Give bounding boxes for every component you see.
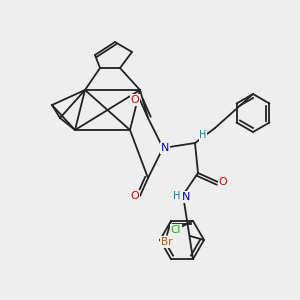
Text: O: O bbox=[130, 191, 140, 201]
Text: N: N bbox=[182, 192, 190, 202]
Text: N: N bbox=[161, 143, 169, 153]
Text: H: H bbox=[173, 191, 181, 201]
Text: Cl: Cl bbox=[171, 225, 181, 235]
Text: Br: Br bbox=[161, 237, 173, 247]
Text: O: O bbox=[219, 177, 227, 187]
Text: O: O bbox=[130, 95, 140, 105]
Text: H: H bbox=[199, 130, 207, 140]
